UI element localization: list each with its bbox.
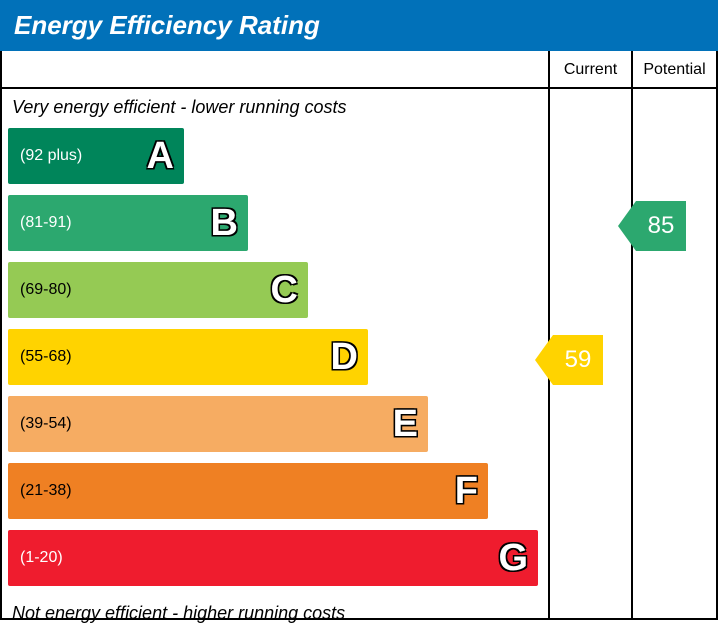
potential-arrow-icon <box>618 201 636 251</box>
caption-inefficient: Not energy efficient - higher running co… <box>2 595 548 626</box>
band-row-a: (92 plus) A <box>2 126 548 186</box>
potential-pointer: 85 <box>618 201 686 251</box>
band-bar-d: (55-68) D <box>8 329 368 385</box>
potential-value: 85 <box>636 201 686 251</box>
current-value: 59 <box>553 335 603 385</box>
col-spacer <box>2 51 550 87</box>
band-letter-a: A <box>147 135 174 178</box>
band-bar-b: (81-91) B <box>8 195 248 251</box>
band-row-e: (39-54) E <box>2 394 548 454</box>
band-row-g: (1-20) G <box>2 528 548 588</box>
epc-chart: Energy Efficiency Rating Current Potenti… <box>0 0 718 619</box>
current-arrow-icon <box>535 335 553 385</box>
band-letter-c: C <box>271 269 298 312</box>
band-range-d: (55-68) <box>20 348 72 366</box>
col-header-potential: Potential <box>633 51 716 87</box>
band-row-c: (69-80) C <box>2 260 548 320</box>
band-range-b: (81-91) <box>20 214 72 232</box>
band-row-d: (55-68) D <box>2 327 548 387</box>
band-row-b: (81-91) B <box>2 193 548 253</box>
band-letter-b: B <box>211 202 238 245</box>
current-column: 59 <box>550 89 633 618</box>
band-range-c: (69-80) <box>20 281 72 299</box>
band-letter-f: F <box>455 470 478 513</box>
band-bar-g: (1-20) G <box>8 530 538 586</box>
band-range-g: (1-20) <box>20 549 63 567</box>
current-pointer: 59 <box>535 335 603 385</box>
potential-column: 85 <box>633 89 716 618</box>
chart-title: Energy Efficiency Rating <box>0 0 718 51</box>
band-bar-f: (21-38) F <box>8 463 488 519</box>
band-letter-d: D <box>331 336 358 379</box>
chart-table: Current Potential Very energy efficient … <box>0 51 718 620</box>
column-headers: Current Potential <box>2 51 716 89</box>
band-bar-c: (69-80) C <box>8 262 308 318</box>
chart-body: Very energy efficient - lower running co… <box>2 89 716 618</box>
caption-efficient: Very energy efficient - lower running co… <box>2 95 548 126</box>
band-range-f: (21-38) <box>20 482 72 500</box>
band-letter-e: E <box>393 403 418 446</box>
bands-area: Very energy efficient - lower running co… <box>2 89 550 618</box>
col-header-current: Current <box>550 51 633 87</box>
band-bar-a: (92 plus) A <box>8 128 184 184</box>
band-range-a: (92 plus) <box>20 147 82 165</box>
band-bar-e: (39-54) E <box>8 396 428 452</box>
band-letter-g: G <box>498 537 528 580</box>
band-range-e: (39-54) <box>20 415 72 433</box>
band-row-f: (21-38) F <box>2 461 548 521</box>
